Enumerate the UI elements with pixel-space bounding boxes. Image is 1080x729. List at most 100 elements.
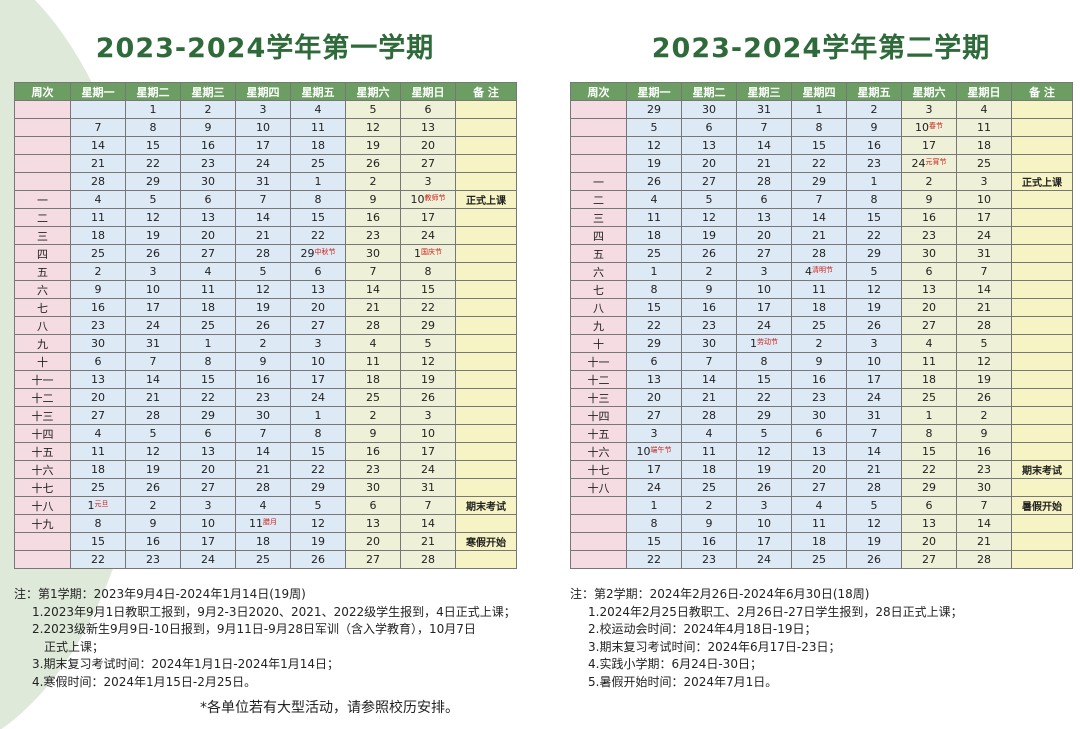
day-cell: 30 [235, 406, 291, 425]
day-cell: 11腊月 [235, 514, 291, 533]
day-number: 10 [410, 193, 425, 206]
day-cell: 17 [400, 208, 456, 227]
remark-cell [1011, 154, 1073, 173]
day-cell: 19 [125, 226, 181, 245]
day-cell: 10 [235, 118, 291, 137]
day-cell: 25 [681, 478, 737, 497]
day-cell: 24元宵节 [901, 154, 957, 173]
day-cell: 21 [791, 226, 847, 245]
day-cell: 19 [290, 532, 346, 551]
day-cell: 1 [626, 496, 682, 515]
day-cell: 28 [235, 478, 291, 497]
remark-cell [455, 316, 517, 335]
day-cell: 4 [70, 190, 126, 209]
day-cell: 27 [180, 244, 236, 263]
week-cell: 四 [570, 226, 627, 245]
week-cell [14, 154, 71, 173]
day-cell: 11 [70, 208, 126, 227]
day-cell: 15 [626, 532, 682, 551]
day-cell: 2 [791, 334, 847, 353]
day-cell: 5 [846, 496, 902, 515]
day-cell: 13 [70, 370, 126, 389]
remark-cell [455, 442, 517, 461]
week-cell [14, 532, 71, 551]
day-cell: 9 [180, 118, 236, 137]
week-cell: 八 [14, 316, 71, 335]
remark-cell: 期末考试 [455, 496, 517, 515]
day-cell: 30 [70, 334, 126, 353]
week-row: 六 9 10 11 12 13 14 15 [14, 280, 517, 299]
day-cell: 16 [125, 532, 181, 551]
day-cell: 5 [681, 190, 737, 209]
week-row: 四 25 26 27 28 29中秋节 30 1国庆节 [14, 244, 517, 263]
day-cell: 1 [626, 262, 682, 281]
day-cell: 2 [846, 100, 902, 119]
day-cell: 24 [400, 460, 456, 479]
day-cell: 28 [681, 406, 737, 425]
week-row: 十八 1元旦 2 3 4 5 6 7 期末考试 [14, 496, 517, 515]
day-cell: 18 [901, 370, 957, 389]
holiday-tag: 春节 [929, 122, 943, 130]
day-number: 10 [915, 121, 929, 134]
day-cell: 8 [626, 280, 682, 299]
day-cell: 25 [791, 550, 847, 569]
remark-cell: 暑假开始 [1011, 496, 1073, 515]
week-cell: 一 [14, 190, 71, 209]
day-cell: 11 [345, 352, 401, 371]
day-cell: 30 [956, 478, 1012, 497]
week-cell: 十三 [14, 406, 71, 425]
remark-cell [455, 388, 517, 407]
day-number: 4 [805, 265, 812, 278]
day-cell: 17 [736, 532, 792, 551]
remark-cell [455, 298, 517, 317]
day-cell: 15 [400, 280, 456, 299]
header-cell: 星期六 [901, 82, 957, 101]
day-cell: 9 [125, 514, 181, 533]
week-cell: 一 [570, 172, 627, 191]
header-cell: 星期三 [736, 82, 792, 101]
week-cell: 十八 [14, 496, 71, 515]
day-cell: 10 [956, 190, 1012, 209]
week-cell [570, 496, 627, 515]
day-cell: 28 [345, 316, 401, 335]
day-cell: 6 [180, 424, 236, 443]
day-cell: 3 [125, 262, 181, 281]
day-cell: 28 [956, 316, 1012, 335]
footer-note: *各单位若有大型活动，请参照校历安排。 [200, 700, 459, 716]
week-cell: 三 [570, 208, 627, 227]
remark-cell [455, 118, 517, 137]
week-cell: 十六 [570, 442, 627, 461]
day-cell: 17 [400, 442, 456, 461]
day-cell: 20 [901, 532, 957, 551]
header-cell: 星期日 [956, 82, 1012, 101]
day-cell: 27 [70, 406, 126, 425]
day-cell: 22 [70, 550, 126, 569]
calendar-table: 周次 星期一 星期二 星期三 星期四 星期五 星期六 星期日备 注 1 2 3 4 5 6 7 8 9 10 11 1… [14, 82, 517, 569]
header-row: 周次 星期一 星期二 星期三 星期四 星期五 星期六 星期日备 注 [14, 82, 517, 101]
day-cell: 5 [736, 424, 792, 443]
day-cell: 21 [235, 226, 291, 245]
week-row: 21 22 23 24 25 26 27 [14, 154, 517, 173]
remark-cell [1011, 442, 1073, 461]
day-cell: 16 [70, 298, 126, 317]
day-cell: 22 [626, 316, 682, 335]
day-cell: 7 [235, 424, 291, 443]
day-cell: 7 [125, 352, 181, 371]
day-cell: 24 [736, 316, 792, 335]
day-cell: 15 [626, 298, 682, 317]
remark-cell [1011, 388, 1073, 407]
holiday-tag: 元旦 [94, 500, 109, 508]
day-cell: 23 [846, 154, 902, 173]
day-cell: 12 [125, 208, 181, 227]
day-cell: 4 [901, 334, 957, 353]
day-cell: 5 [290, 496, 346, 515]
day-cell: 21 [400, 532, 456, 551]
day-cell: 2 [70, 262, 126, 281]
day-cell: 29 [626, 100, 682, 119]
week-row: 十三 20 21 22 23 24 25 26 [570, 388, 1073, 407]
day-cell: 16 [180, 136, 236, 155]
note-line: 2.校运动会时间：2024年4月18日-19日； [588, 622, 817, 636]
day-cell: 10春节 [901, 118, 957, 137]
header-row: 周次 星期一 星期二 星期三 星期四 星期五 星期六 星期日备 注 [570, 82, 1073, 101]
header-cell: 备 注 [1011, 82, 1073, 101]
